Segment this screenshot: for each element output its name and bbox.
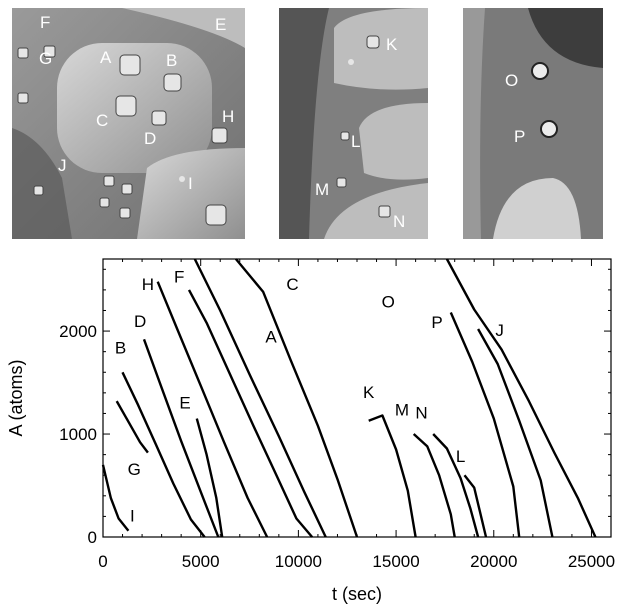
series-label-F: F — [174, 268, 184, 287]
y-axis-title: A (atoms) — [6, 359, 26, 436]
series-line-K — [368, 414, 417, 538]
marker-C: C — [96, 111, 108, 130]
series-line-E — [195, 418, 224, 538]
stm-image-middle-svg: K L M N — [279, 8, 428, 239]
y-tick-label-0: 0 — [88, 528, 97, 547]
series-label-B: B — [115, 339, 126, 358]
series-line-M — [412, 433, 456, 538]
marker-N: N — [393, 212, 405, 231]
series-line-J — [445, 258, 597, 538]
marker-I: I — [188, 174, 193, 193]
marker-P: P — [514, 127, 525, 146]
x-tick-label-5: 25000 — [568, 552, 615, 571]
marker-L: L — [351, 132, 360, 151]
series-line-N — [432, 433, 480, 538]
marker-K: K — [386, 35, 398, 54]
series-label-H: H — [142, 275, 154, 294]
series-label-J: J — [495, 321, 504, 340]
series-label-I: I — [130, 507, 135, 526]
x-axis-title: t (sec) — [332, 584, 382, 604]
series-line-O — [449, 312, 521, 538]
stm-image-left-svg: F E G A B H C D J I — [12, 8, 245, 239]
marker-O: O — [505, 71, 518, 90]
data-series — [101, 258, 597, 538]
stm-image-left: F E G A B H C D J I — [12, 8, 245, 239]
series-label-C: C — [286, 275, 298, 294]
marker-J: J — [58, 156, 67, 175]
series-line-I — [101, 464, 130, 532]
axis-ticks: 0 5000 10000 15000 20000 25000 0 1000 2000 — [59, 259, 615, 571]
series-label-D: D — [134, 312, 146, 331]
series-line-D — [142, 338, 220, 538]
series-labels: I G BD E H F A C K M N L O P J — [115, 268, 504, 526]
marker-D: D — [144, 129, 156, 148]
series-line-F — [187, 289, 314, 538]
series-line-B — [121, 371, 206, 538]
series-label-M: M — [395, 401, 409, 420]
series-label-P: P — [431, 313, 442, 332]
y-tick-label-1: 1000 — [59, 425, 97, 444]
x-tick-label-0: 0 — [98, 552, 107, 571]
x-tick-label-1: 5000 — [182, 552, 220, 571]
y-tick-label-2: 2000 — [59, 322, 97, 341]
series-line-H — [156, 281, 269, 538]
x-tick-label-4: 20000 — [470, 552, 517, 571]
marker-M: M — [315, 180, 329, 199]
stm-image-middle: K L M N — [279, 8, 428, 239]
marker-B: B — [166, 51, 177, 70]
series-line-A — [193, 258, 327, 538]
series-line-G — [115, 400, 149, 454]
x-tick-label-3: 15000 — [372, 552, 419, 571]
series-label-L: L — [456, 447, 465, 466]
marker-G: G — [39, 49, 52, 68]
x-tick-label-2: 10000 — [275, 552, 322, 571]
stm-image-right-svg: O P — [463, 8, 603, 239]
marker-E: E — [215, 15, 226, 34]
series-label-G: G — [128, 460, 141, 479]
marker-F: F — [40, 13, 50, 32]
series-line-C — [234, 258, 359, 538]
marker-A: A — [100, 48, 112, 67]
series-label-E: E — [179, 393, 190, 412]
series-label-O: O — [382, 292, 395, 311]
series-label-N: N — [415, 404, 427, 423]
series-label-A: A — [265, 327, 277, 346]
series-label-K: K — [363, 383, 375, 402]
series-line-P — [477, 328, 554, 538]
stm-image-right: O P — [463, 8, 603, 239]
series-line-L — [463, 474, 488, 538]
marker-H: H — [222, 107, 234, 126]
